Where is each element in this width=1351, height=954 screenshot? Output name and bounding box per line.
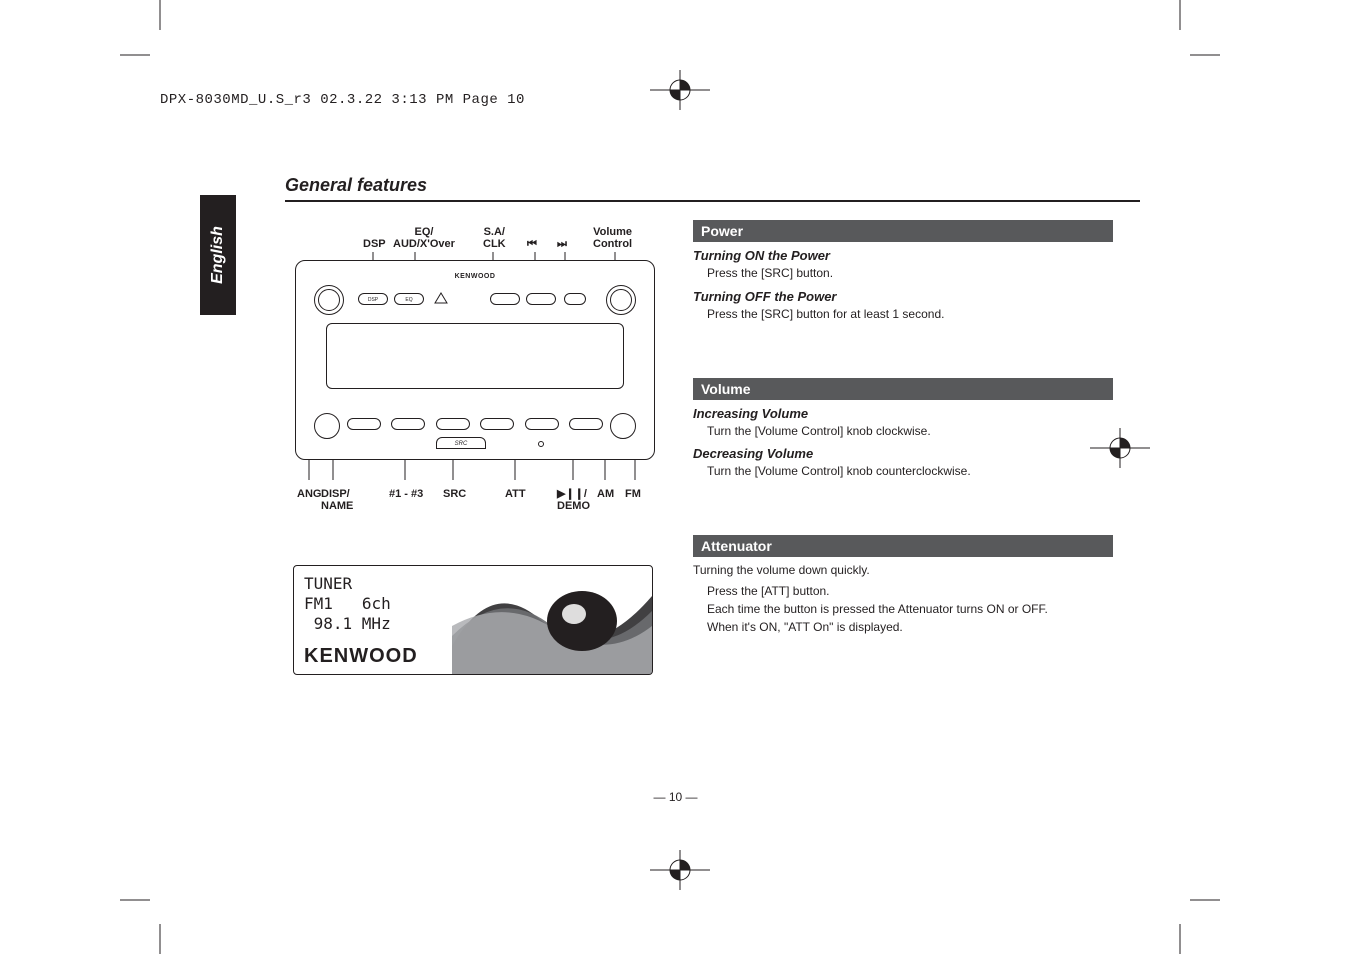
device-btn-prev [564,293,586,305]
lcd-text: TUNER FM1 6ch 98.1 MHz [304,574,391,634]
attenuator-section: Attenuator Turning the volume down quick… [693,535,1113,636]
power-off-body: Press the [SRC] button for at least 1 se… [707,306,1113,322]
volume-section: Volume Increasing Volume Turn the [Volum… [693,378,1113,478]
volume-inc-body: Turn the [Volume Control] knob clockwise… [707,423,1113,439]
device-btn-src: SRC [436,437,486,449]
attenuator-body2: When it's ON, "ATT On" is displayed. [707,619,1113,635]
language-tab: English [200,195,236,315]
power-on-title: Turning ON the Power [693,248,1113,263]
device-btn-clk [526,293,556,305]
attenuator-heading: Attenuator [693,535,1113,557]
device-diagram: DSP EQ/ AUD/X'Over S.A/ CLK ⏮ ⏭ Volume C… [285,220,665,506]
registration-mark-top [650,70,710,110]
label-presets: #1 - #3 [389,488,423,500]
attenuator-body1: Each time the button is pressed the Atte… [707,601,1113,617]
preset-1 [347,418,381,430]
knob-left [314,285,344,315]
registration-mark-bottom [650,850,710,890]
device-brand: KENWOOD [455,273,496,280]
device-faceplate: KENWOOD DSP EQ [295,260,655,460]
lcd-line1: TUNER [304,574,391,594]
lcd-ch: 6ch [362,594,391,613]
power-on-body: Press the [SRC] button. [707,265,1113,281]
eject-icon [432,289,450,307]
lcd-line3: 98.1 MHz [304,614,391,634]
label-play: ▶❙❙/ DEMO [557,488,590,512]
page: DPX-8030MD_U.S_r3 02.3.22 3:13 PM Page 1… [0,0,1351,954]
reset-hole [538,441,544,447]
label-src: SRC [443,488,466,500]
power-off-title: Turning OFF the Power [693,289,1113,304]
preset-4 [480,418,514,430]
page-number: — 10 — [0,790,1351,804]
section-title: General features [285,175,1155,196]
language-label: English [209,226,227,284]
volume-inc-title: Increasing Volume [693,406,1113,421]
preset-3 [436,418,470,430]
power-section: Power Turning ON the Power Press the [SR… [693,220,1113,322]
label-att: ATT [505,488,526,500]
knob-volume [606,285,636,315]
label-fm: FM [625,488,641,500]
device-bottom-row [326,405,624,435]
label-am: AM [597,488,614,500]
lcd-brand: KENWOOD [304,645,418,668]
lcd-display-example: TUNER FM1 6ch 98.1 MHz KENWOOD [293,565,653,675]
device-btn-dsp: DSP [358,293,388,305]
attenuator-intro: Turning the volume down quickly. [693,563,1113,577]
label-ang: ANG [297,488,321,500]
device-screen [326,323,624,389]
device-btn-sa [490,293,520,305]
label-disp: DISP/ NAME [321,488,353,512]
lcd-band: FM1 [304,594,333,613]
lcd-line2: FM1 6ch [304,594,391,614]
power-heading: Power [693,220,1113,242]
prepress-header: DPX-8030MD_U.S_r3 02.3.22 3:13 PM Page 1… [160,92,525,108]
preset-6 [569,418,603,430]
attenuator-step: Press the [ATT] button. [707,583,1113,599]
volume-dec-title: Decreasing Volume [693,446,1113,461]
volume-heading: Volume [693,378,1113,400]
right-column: Power Turning ON the Power Press the [SR… [693,220,1113,673]
lcd-wave-graphic [452,566,652,675]
preset-2 [391,418,425,430]
volume-dec-body: Turn the [Volume Control] knob countercl… [707,463,1113,479]
preset-5 [525,418,559,430]
device-btn-eq: EQ [394,293,424,305]
title-rule [285,200,1140,202]
